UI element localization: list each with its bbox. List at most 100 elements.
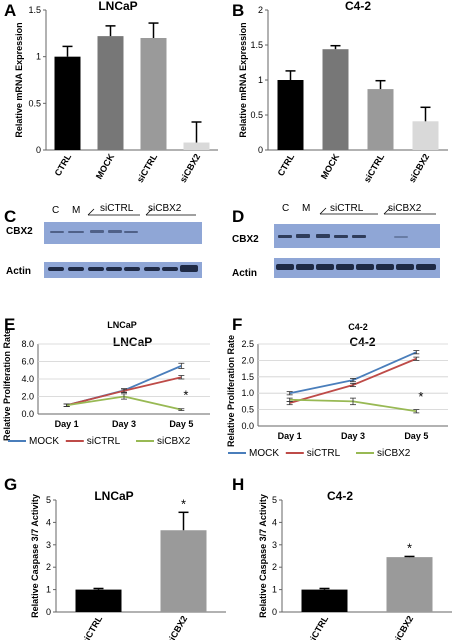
y-tick-label: 0.5 xyxy=(28,98,41,108)
y-tick-label: 2 xyxy=(272,562,277,572)
bar xyxy=(160,530,207,612)
bar xyxy=(301,589,348,612)
y-tick-label: 0.5 xyxy=(241,405,254,415)
x-tick-label: MOCK xyxy=(319,152,342,181)
x-tick-label: Day 5 xyxy=(169,419,193,429)
y-tick-label: 0.0 xyxy=(21,409,34,419)
bar xyxy=(322,49,349,151)
y-tick-label: 6.0 xyxy=(21,357,34,367)
bar xyxy=(367,89,394,150)
panel-label-c: C xyxy=(4,207,16,226)
western-blot-c: C M siCTRL siCBX2 CBX2 Actin xyxy=(6,203,202,278)
legend-label: MOCK xyxy=(249,448,279,459)
chart-title: C4-2 xyxy=(345,0,371,13)
row-label-cbx2: CBX2 xyxy=(232,234,259,245)
y-tick-label: 4.0 xyxy=(21,374,34,384)
bar-chart-h: C4-2 Relative Caspase 3/7 Activity 0 1 2 3 4 5 s… xyxy=(258,489,452,640)
panel-label-b: B xyxy=(232,1,244,20)
y-tick-label: 3 xyxy=(46,540,51,550)
line-chart-e: LNCaP LNCaP Relative Proliferation Rate 0.0… xyxy=(2,320,210,447)
chart-title: C4-2 xyxy=(327,489,353,503)
y-tick-label: 2 xyxy=(258,5,263,15)
chart-title: LNCaP xyxy=(98,0,137,13)
panel-header: LNCaP xyxy=(107,320,137,330)
y-tick-label: 3 xyxy=(272,540,277,550)
lane-label-sictrl: siCTRL xyxy=(100,203,134,214)
significance-marker: * xyxy=(181,496,186,511)
y-tick-label: 1.5 xyxy=(250,40,263,50)
lane-label-sicbx2: siCBX2 xyxy=(388,203,422,214)
y-tick-label: 2.0 xyxy=(241,355,254,365)
row-label-actin: Actin xyxy=(6,266,31,277)
x-tick-label: CTRL xyxy=(53,152,74,178)
bar xyxy=(412,121,439,150)
x-tick-label: siCBX2 xyxy=(407,152,431,184)
row-label-cbx2: CBX2 xyxy=(6,226,33,237)
y-tick-label: 0 xyxy=(272,607,277,617)
y-tick-label: 1.5 xyxy=(241,372,254,382)
y-tick-label: 1.0 xyxy=(241,388,254,398)
bar-chart-b: C4-2 Relative mRNA Expression 0 0.5 1 1.5 2 CTR… xyxy=(238,0,448,184)
chart-title: LNCaP xyxy=(113,335,152,349)
y-tick-label: 0.0 xyxy=(241,421,254,431)
y-tick-label: 1.5 xyxy=(28,5,41,15)
lane-label-sicbx2: siCBX2 xyxy=(148,203,182,214)
y-tick-label: 0 xyxy=(36,145,41,155)
panel-label-f: F xyxy=(232,315,242,334)
panel-header: C4-2 xyxy=(348,322,368,332)
bar xyxy=(140,38,167,150)
row-label-actin: Actin xyxy=(232,268,257,279)
y-tick-label: 8.0 xyxy=(21,339,34,349)
x-tick-label: siCTRL xyxy=(135,152,160,185)
x-tick-label: siCTRL xyxy=(80,614,105,640)
bar-chart-a: LNCaP Relative mRNA Expression 0 0.5 1 1.5 CTR… xyxy=(14,0,218,184)
y-tick-label: 2.0 xyxy=(21,392,34,402)
y-axis-label: Relative mRNA Expression xyxy=(238,22,248,137)
y-tick-label: 0 xyxy=(46,607,51,617)
y-axis-label: Relative Caspase 3/7 Activity xyxy=(258,494,268,618)
bar xyxy=(277,80,304,150)
bar-chart-g: LNCaP Relative Caspase 3/7 Activity 0 1 2 3 4 5… xyxy=(30,489,226,640)
western-blot-d: C M siCTRL siCBX2 CBX2 Actin xyxy=(232,203,440,279)
x-tick-label: Day 3 xyxy=(112,419,136,429)
significance-marker: * xyxy=(183,388,188,403)
x-tick-label: Day 3 xyxy=(341,431,365,441)
y-tick-label: 5 xyxy=(272,495,277,505)
x-tick-label: Day 1 xyxy=(55,419,79,429)
x-tick-label: MOCK xyxy=(94,152,117,181)
lane-label-c: C xyxy=(282,203,289,214)
panel-label-a: A xyxy=(4,1,16,20)
panel-label-d: D xyxy=(232,207,244,226)
bar xyxy=(54,56,81,150)
x-tick-label: siCTRL xyxy=(306,614,331,640)
y-axis-label: Relative mRNA Expression xyxy=(14,22,24,137)
x-tick-label: siCTRL xyxy=(362,152,387,185)
y-tick-label: 2.5 xyxy=(241,339,254,349)
x-tick-label: Day 1 xyxy=(278,431,302,441)
legend-label: siCBX2 xyxy=(157,436,191,447)
bar xyxy=(386,557,433,612)
y-tick-label: 2 xyxy=(46,562,51,572)
x-tick-label: siCBX2 xyxy=(178,152,202,184)
lane-label-c: C xyxy=(52,205,59,216)
panel-label-g: G xyxy=(4,475,17,494)
lane-label-sictrl: siCTRL xyxy=(330,203,364,214)
significance-marker: * xyxy=(407,540,412,555)
y-axis-label: Relative Proliferation Rate xyxy=(226,335,236,447)
legend-label: MOCK xyxy=(29,436,59,447)
panel-label-e: E xyxy=(4,315,15,334)
x-tick-label: siCBX2 xyxy=(165,614,189,640)
y-tick-label: 1 xyxy=(272,585,277,595)
chart-title: C4-2 xyxy=(349,335,375,349)
y-tick-label: 4 xyxy=(272,517,277,527)
bar xyxy=(75,589,122,612)
y-tick-label: 1 xyxy=(258,75,263,85)
legend-label: siCTRL xyxy=(307,448,341,459)
significance-marker: * xyxy=(418,389,423,404)
x-tick-label: siCBX2 xyxy=(391,614,415,640)
bar xyxy=(97,36,124,151)
x-tick-label: CTRL xyxy=(276,152,297,178)
lane-label-m: M xyxy=(72,205,80,216)
y-tick-label: 1 xyxy=(36,52,41,62)
